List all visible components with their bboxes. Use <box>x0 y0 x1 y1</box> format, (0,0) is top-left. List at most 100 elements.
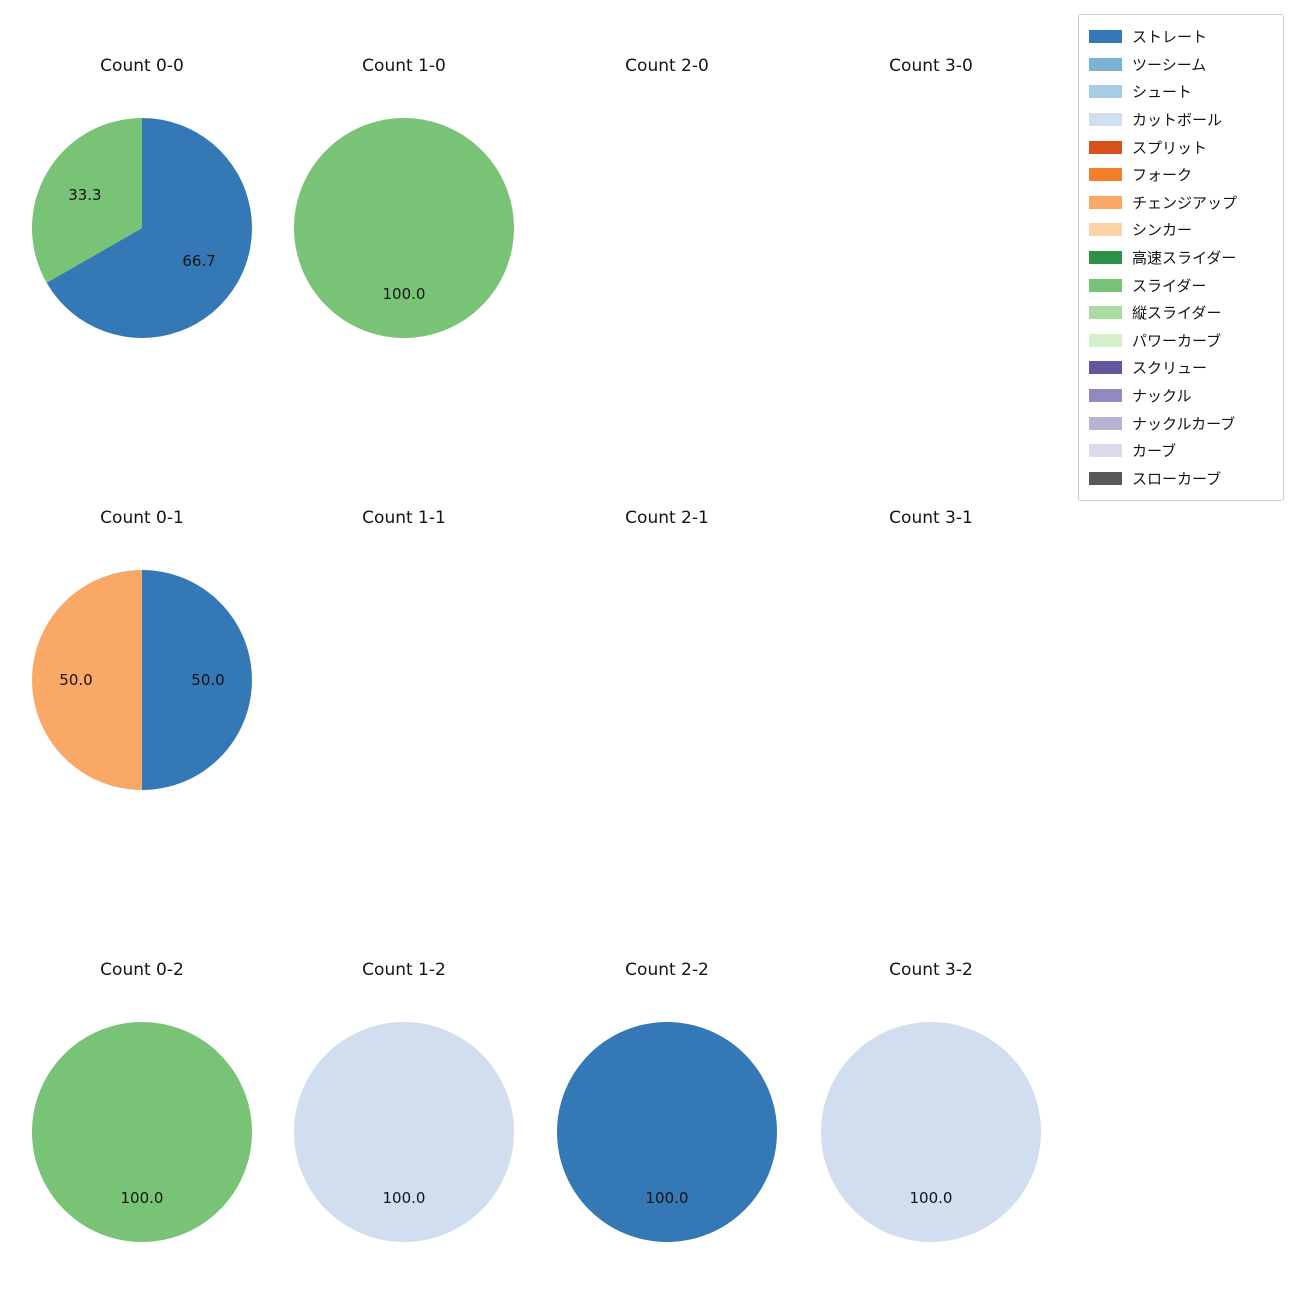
legend-item-label: ナックル <box>1132 387 1192 406</box>
pie <box>821 570 1041 790</box>
pie-slice <box>821 1022 1041 1242</box>
legend-item-label: シュート <box>1132 83 1193 102</box>
pie-chart-cell-count-0-1: Count 0-1 50.0 50.0 <box>11 508 273 790</box>
pie-chart-cell-count-3-0: Count 3-0 <box>800 56 1062 338</box>
pie-slice-pct-label: 100.0 <box>121 1189 164 1207</box>
pie <box>557 118 777 338</box>
pie: 100.0 <box>557 1022 777 1242</box>
pie-slice <box>32 1022 252 1242</box>
legend-color-swatch <box>1089 30 1122 44</box>
legend-item: シンカー <box>1089 216 1273 244</box>
chart-title: Count 3-1 <box>889 508 973 528</box>
legend-item-label: ナックルカーブ <box>1132 414 1236 433</box>
pie-slice <box>557 1022 777 1242</box>
pie-slice-pct-label: 50.0 <box>191 671 224 689</box>
legend-item: 高速スライダー <box>1089 244 1273 272</box>
pie-slice <box>294 1022 514 1242</box>
legend-item: カーブ <box>1089 437 1273 465</box>
pie-slice-pct-label: 66.7 <box>182 252 215 270</box>
chart-title: Count 3-2 <box>889 960 973 980</box>
chart-title: Count 1-0 <box>362 56 446 76</box>
pie-slice <box>32 118 142 283</box>
pie-slice <box>294 118 514 338</box>
legend-item: カットボール <box>1089 106 1273 134</box>
pie-slice <box>142 570 252 790</box>
pie <box>294 570 514 790</box>
legend-color-swatch <box>1089 389 1122 403</box>
legend-item-label: カットボール <box>1132 111 1223 130</box>
legend-color-swatch <box>1089 57 1122 71</box>
pie-chart-cell-count-2-2: Count 2-2 100.0 <box>536 960 798 1242</box>
legend-item: ストレート <box>1089 23 1273 51</box>
chart-title: Count 0-0 <box>100 56 184 76</box>
legend-color-swatch <box>1089 361 1122 375</box>
chart-title: Count 2-0 <box>625 56 709 76</box>
legend-color-swatch <box>1089 333 1122 347</box>
legend-color-swatch <box>1089 113 1122 127</box>
legend-color-swatch <box>1089 251 1122 265</box>
pie: 100.0 <box>821 1022 1041 1242</box>
chart-title: Count 0-2 <box>100 960 184 980</box>
pie <box>821 118 1041 338</box>
legend-item: チェンジアップ <box>1089 189 1273 217</box>
legend-item: ナックル <box>1089 382 1273 410</box>
legend-color-swatch <box>1089 223 1122 237</box>
legend-item: スライダー <box>1089 271 1273 299</box>
legend-color-swatch <box>1089 471 1122 485</box>
pie: 100.0 <box>294 1022 514 1242</box>
legend: ストレートツーシームシュートカットボール スプリットフォークチェンジアップ シンカー… <box>1078 14 1284 502</box>
pie-chart-cell-count-1-0: Count 1-0 100.0 <box>273 56 535 338</box>
pie-chart-cell-count-1-2: Count 1-2 100.0 <box>273 960 535 1242</box>
legend-item-label: スクリュー <box>1132 359 1208 378</box>
legend-color-swatch <box>1089 140 1122 154</box>
legend-item-label: スプリット <box>1132 138 1208 157</box>
chart-title: Count 3-0 <box>889 56 973 76</box>
chart-title: Count 2-1 <box>625 508 709 528</box>
pie-chart-cell-count-0-0: Count 0-0 66.7 33.3 <box>11 56 273 338</box>
legend-item: シュート <box>1089 78 1273 106</box>
legend-item: 縦スライダー <box>1089 299 1273 327</box>
legend-color-swatch <box>1089 278 1122 292</box>
pie-chart-cell-count-0-2: Count 0-2 100.0 <box>11 960 273 1242</box>
legend-color-swatch <box>1089 168 1122 182</box>
legend-color-swatch <box>1089 416 1122 430</box>
legend-item: スローカーブ <box>1089 465 1273 493</box>
legend-color-swatch <box>1089 195 1122 209</box>
pie-chart-cell-count-2-0: Count 2-0 <box>536 56 798 338</box>
pie-slice-pct-label: 33.3 <box>68 186 101 204</box>
pie-slice-pct-label: 100.0 <box>910 1189 953 1207</box>
pie-slice <box>46 118 252 338</box>
pie-slice-pct-label: 100.0 <box>383 285 426 303</box>
legend-item-label: 縦スライダー <box>1132 304 1222 323</box>
pie-chart-cell-count-2-1: Count 2-1 <box>536 508 798 790</box>
legend-item-label: チェンジアップ <box>1132 193 1238 212</box>
legend-item-label: ストレート <box>1132 28 1208 47</box>
pie <box>557 570 777 790</box>
legend-item: スクリュー <box>1089 354 1273 382</box>
pie-chart-cell-count-3-1: Count 3-1 <box>800 508 1062 790</box>
chart-title: Count 2-2 <box>625 960 709 980</box>
pie-chart-cell-count-3-2: Count 3-2 100.0 <box>800 960 1062 1242</box>
pie-slice-pct-label: 100.0 <box>646 1189 689 1207</box>
legend-item-label: カーブ <box>1132 442 1177 461</box>
legend-item: ツーシーム <box>1089 51 1273 79</box>
legend-item-label: パワーカーブ <box>1132 331 1222 350</box>
legend-color-swatch <box>1089 444 1122 458</box>
pie: 66.7 33.3 <box>32 118 252 338</box>
pie-chart-cell-count-1-1: Count 1-1 <box>273 508 535 790</box>
legend-color-swatch <box>1089 306 1122 320</box>
legend-item-label: ツーシーム <box>1132 55 1207 74</box>
legend-item-label: スライダー <box>1132 276 1207 295</box>
pie: 50.0 50.0 <box>32 570 252 790</box>
legend-item-label: スローカーブ <box>1132 469 1222 488</box>
legend-item-label: 高速スライダー <box>1132 249 1237 268</box>
chart-title: Count 0-1 <box>100 508 184 528</box>
chart-title: Count 1-2 <box>362 960 446 980</box>
legend-item-label: シンカー <box>1132 221 1193 240</box>
legend-item: ナックルカーブ <box>1089 409 1273 437</box>
pie: 100.0 <box>32 1022 252 1242</box>
legend-item-label: フォーク <box>1132 166 1193 185</box>
chart-title: Count 1-1 <box>362 508 446 528</box>
legend-item: スプリット <box>1089 133 1273 161</box>
pie-slice-pct-label: 50.0 <box>59 671 92 689</box>
